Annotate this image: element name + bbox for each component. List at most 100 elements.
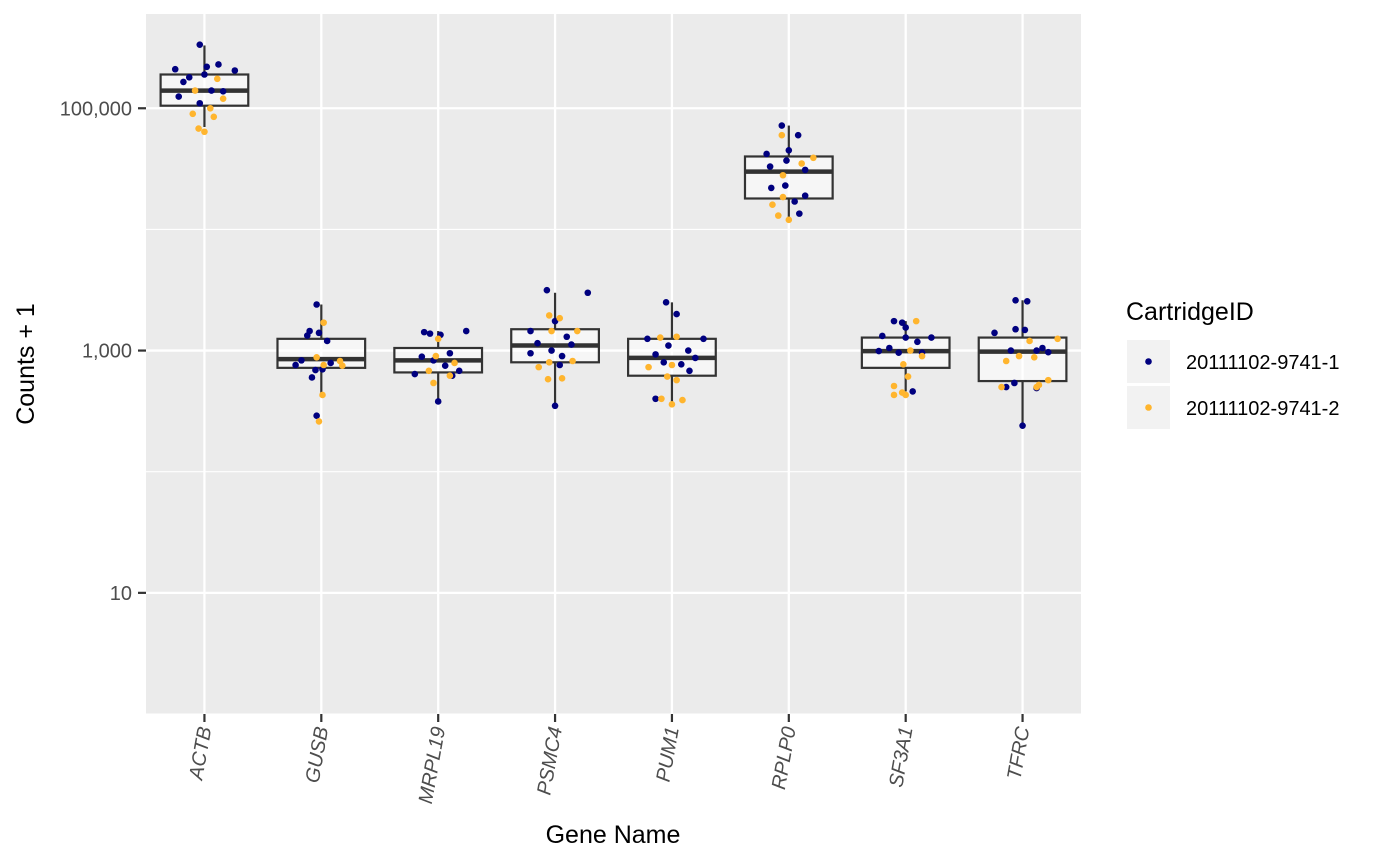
data-point (679, 396, 686, 404)
data-point (213, 75, 221, 83)
data-point (323, 337, 331, 345)
data-point (527, 327, 534, 335)
data-point (556, 314, 564, 322)
data-point (446, 372, 454, 380)
data-point (998, 383, 1005, 391)
x-tick-label: ACTB (185, 725, 216, 782)
series-1 (171, 41, 1052, 429)
data-point (432, 352, 440, 360)
data-point (215, 61, 222, 68)
legend-item-2: 20111102-9741-2 (1127, 386, 1339, 429)
data-point (902, 334, 909, 341)
data-point (308, 374, 316, 381)
y-axis-title: Counts + 1 (12, 303, 40, 425)
data-point (298, 357, 305, 364)
data-point (810, 154, 817, 162)
data-point (339, 362, 346, 369)
data-point (292, 361, 299, 369)
data-point (1039, 344, 1046, 352)
data-point (890, 382, 898, 390)
box-iqr (977, 336, 1068, 383)
data-point (902, 324, 909, 331)
data-point (568, 341, 575, 348)
data-point (545, 359, 553, 366)
data-point (535, 363, 542, 371)
legend-item-1: 20111102-9741-1 (1127, 340, 1339, 383)
box-iqr (743, 155, 834, 200)
data-point (175, 93, 183, 100)
data-point (774, 212, 782, 219)
points (171, 41, 1061, 429)
data-point (673, 310, 680, 318)
data-point (430, 379, 437, 387)
data-point (918, 352, 926, 360)
data-point (189, 110, 197, 118)
data-point (801, 192, 809, 199)
data-point (1030, 353, 1038, 361)
data-point (1007, 347, 1015, 354)
data-point (544, 375, 552, 383)
data-point (663, 373, 671, 380)
data-point (563, 333, 571, 341)
data-point (208, 87, 215, 94)
data-point (914, 338, 921, 346)
data-point (769, 201, 776, 208)
x-tick-label: GUSB (302, 725, 334, 785)
data-point (1021, 326, 1029, 334)
data-point (907, 347, 914, 354)
data-point (785, 216, 793, 224)
data-point (206, 104, 214, 112)
data-point (763, 150, 770, 158)
data-point (1012, 325, 1019, 333)
data-point (210, 113, 218, 121)
data-point (895, 349, 902, 357)
data-point (665, 342, 672, 349)
data-point (785, 146, 793, 154)
data-point (313, 301, 320, 308)
boxes (159, 45, 1068, 426)
x-tick-label: PUM1 (653, 725, 684, 784)
data-point (319, 391, 326, 399)
data-point (673, 333, 680, 341)
data-point (794, 131, 802, 139)
data-point (900, 361, 907, 368)
data-point (644, 335, 651, 343)
legend-title: CartridgeID (1126, 298, 1254, 326)
data-point (766, 163, 774, 170)
data-point (569, 357, 576, 365)
data-point (315, 418, 323, 425)
data-point (1019, 422, 1026, 429)
box-pum1 (627, 302, 717, 403)
data-point (1033, 383, 1040, 391)
y-axis: 10 1,000 100,000 (60, 98, 146, 605)
data-point (548, 347, 555, 354)
series-2 (189, 75, 1061, 425)
box-psmc4 (510, 292, 600, 406)
data-point (534, 339, 541, 347)
y-tick-label: 1,000 (82, 341, 132, 363)
y-tick-label: 10 (110, 583, 132, 605)
data-point (890, 391, 898, 399)
data-point (420, 328, 428, 336)
data-point (692, 354, 699, 362)
data-point (652, 351, 659, 358)
data-point (426, 330, 434, 337)
data-point (558, 375, 566, 382)
data-point (662, 299, 670, 306)
data-point (898, 319, 906, 326)
data-point (195, 125, 202, 132)
data-point (779, 193, 787, 201)
y-tick-label: 100,000 (60, 98, 132, 120)
data-point (1002, 383, 1010, 391)
data-point (191, 87, 199, 94)
data-point (418, 353, 426, 360)
data-point (700, 335, 707, 343)
data-point (1012, 296, 1019, 304)
data-point (543, 286, 551, 294)
box-actb (159, 45, 250, 128)
box-tfrc (977, 300, 1068, 426)
legend-dot (1145, 358, 1152, 365)
data-point (798, 160, 805, 167)
data-point (796, 210, 803, 217)
